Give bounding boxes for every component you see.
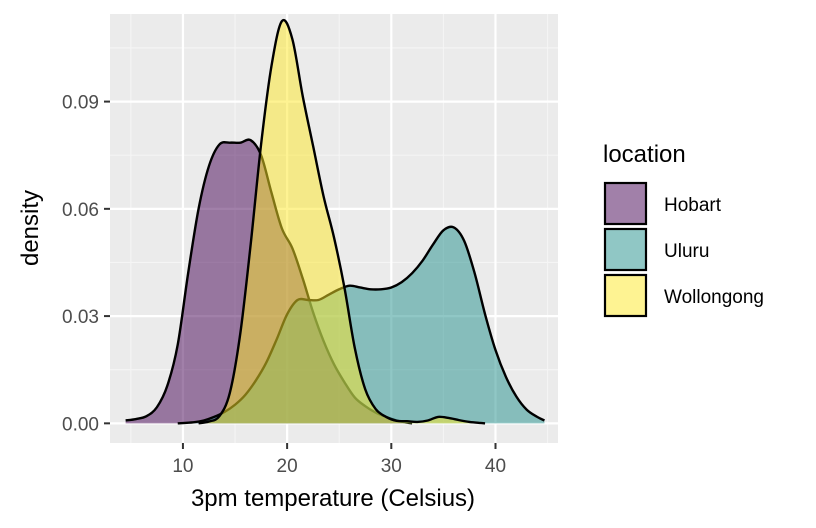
x-tick-label: 40 <box>485 456 506 477</box>
y-tick-label: 0.03 <box>62 307 99 328</box>
y-tick-label: 0.06 <box>62 200 99 221</box>
x-axis-title: 3pm temperature (Celsius) <box>191 485 475 512</box>
legend-label-uluru: Uluru <box>664 241 709 262</box>
x-tick-label: 30 <box>381 456 402 477</box>
legend-key-wollongong <box>603 273 648 318</box>
x-axis: 10 20 30 40 <box>172 443 506 477</box>
legend-label-wollongong: Wollongong <box>664 287 764 308</box>
y-tick-label: 0.00 <box>62 414 99 435</box>
legend-key-uluru <box>603 227 648 272</box>
legend: location Hobart Uluru Wollongong <box>603 141 764 318</box>
series-wollongong <box>198 18 486 425</box>
density-line-wollongong <box>198 18 486 425</box>
x-tick-label: 10 <box>172 456 193 477</box>
y-axis-title: density <box>17 190 44 266</box>
density-areas <box>125 18 545 425</box>
legend-title: location <box>603 141 686 168</box>
legend-label-hobart: Hobart <box>664 195 722 216</box>
y-axis: 0.00 0.03 0.06 0.09 <box>62 93 110 435</box>
density-area-wollongong <box>198 20 486 424</box>
y-tick-label: 0.09 <box>62 93 99 114</box>
legend-items: Hobart Uluru Wollongong <box>603 181 764 318</box>
x-tick-label: 20 <box>277 456 298 477</box>
legend-key-hobart <box>603 181 648 226</box>
